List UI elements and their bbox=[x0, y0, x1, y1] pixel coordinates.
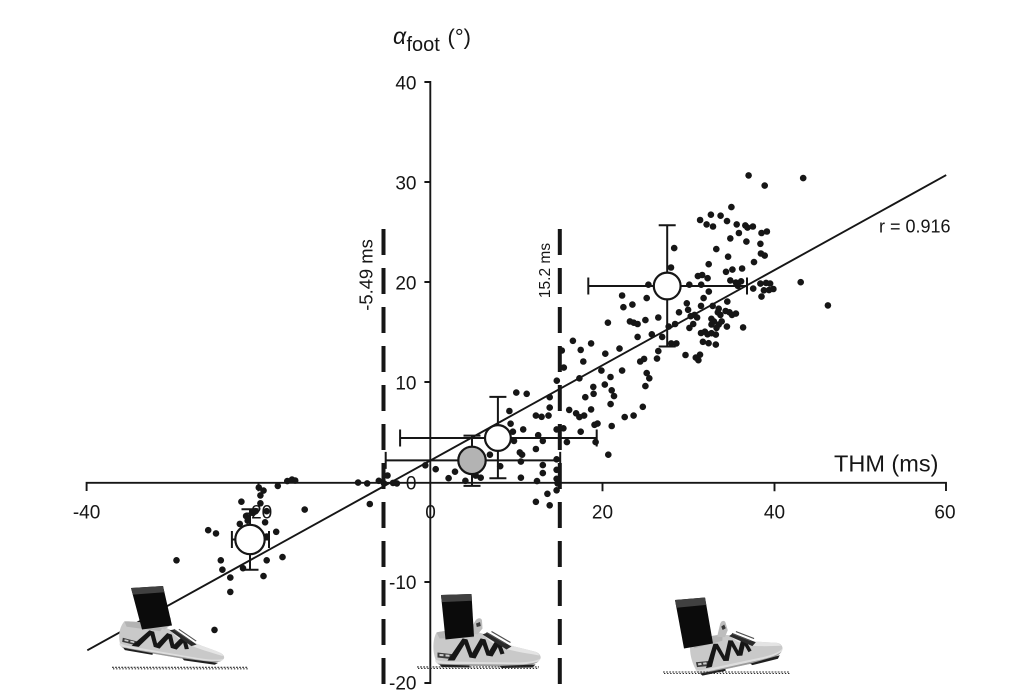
svg-text:-5.49 ms: -5.49 ms bbox=[356, 239, 377, 311]
svg-text:30: 30 bbox=[395, 173, 416, 194]
svg-text:-40: -40 bbox=[73, 503, 100, 524]
svg-text:-10: -10 bbox=[389, 573, 416, 594]
svg-text:foot: foot bbox=[407, 34, 441, 56]
svg-text:40: 40 bbox=[764, 503, 785, 524]
svg-text:(°): (°) bbox=[448, 25, 471, 50]
svg-text:20: 20 bbox=[395, 273, 416, 294]
svg-text:15.2 ms: 15.2 ms bbox=[537, 243, 554, 298]
svg-text:0: 0 bbox=[406, 473, 417, 494]
svg-text:-20: -20 bbox=[389, 673, 416, 694]
svg-text:α: α bbox=[393, 23, 407, 49]
svg-text:60: 60 bbox=[934, 503, 955, 524]
svg-text:40: 40 bbox=[395, 73, 416, 94]
svg-text:THM (ms): THM (ms) bbox=[834, 451, 938, 477]
svg-text:r = 0.916: r = 0.916 bbox=[879, 217, 951, 237]
svg-text:20: 20 bbox=[592, 503, 613, 524]
svg-text:-20: -20 bbox=[245, 503, 272, 524]
svg-text:10: 10 bbox=[395, 373, 416, 394]
